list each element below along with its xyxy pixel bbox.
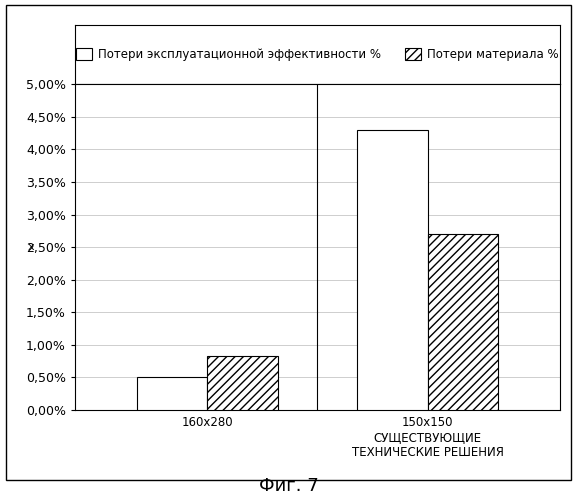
Bar xyxy=(207,356,278,410)
Bar xyxy=(428,234,498,410)
Text: Фиг. 7: Фиг. 7 xyxy=(258,477,319,495)
Legend: Потери эксплуатационной эффективности %, Потери материала %: Потери эксплуатационной эффективности %,… xyxy=(71,44,564,66)
Text: x: x xyxy=(27,242,34,252)
Bar xyxy=(137,378,207,410)
Bar xyxy=(357,130,428,410)
